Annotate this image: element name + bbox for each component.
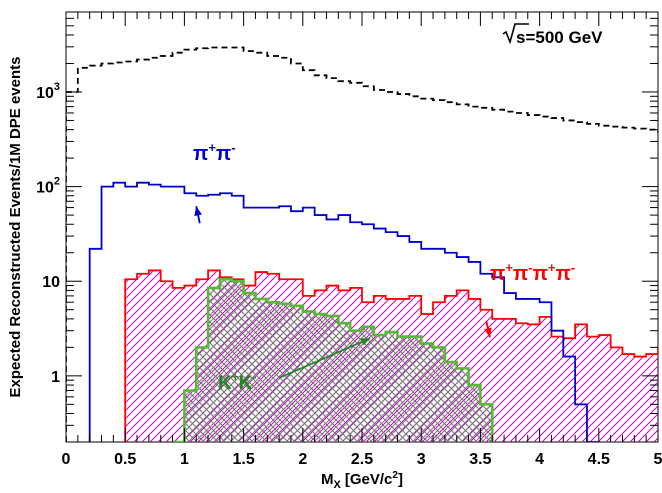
x-axis-title-units-sup: 2 xyxy=(392,470,398,481)
axes-layer: 0 0.5 1 1.5 2 2.5 3 3.5 4 4.5 5 1 10 102 103 xyxy=(36,11,662,468)
x-tick-label: 2.5 xyxy=(351,451,373,468)
x-tick-label: 2 xyxy=(298,451,307,468)
series-layer xyxy=(66,46,658,442)
x-tick-label: 4 xyxy=(535,451,544,468)
series-3-fill xyxy=(172,279,493,442)
x-tick-label: 0.5 xyxy=(114,451,136,468)
label-pipipipi: π+π-π+π- xyxy=(490,260,575,285)
svg-text:s=500 GeV: s=500 GeV xyxy=(516,28,603,47)
x-tick-label: 3.5 xyxy=(469,451,491,468)
sqrt-sign xyxy=(502,23,529,45)
y-tick-label: 1 xyxy=(51,369,60,386)
y-axis-title: Expected Reconstructed Events/1M DPE eve… xyxy=(7,57,24,398)
x-axis-title-sub: X xyxy=(334,479,342,491)
x-tick-label: 4.5 xyxy=(588,451,610,468)
x-tick-label: 1 xyxy=(180,451,189,468)
annotation-layer: π+π- π+π-π+π- K+K- xyxy=(193,140,575,394)
label-pipi: π+π- xyxy=(193,140,236,165)
arrowhead-kk xyxy=(360,338,371,346)
series-3-line xyxy=(172,277,494,442)
energy-label: s=500 GeV xyxy=(502,23,603,47)
series-1-line xyxy=(88,181,599,442)
arrowhead-pipi xyxy=(194,206,202,217)
arrowhead-pipipipi xyxy=(484,327,492,338)
energy-label-root: s xyxy=(516,28,525,47)
label-kk: K+K- xyxy=(218,370,256,394)
x-axis-title: MX [GeV/c2] xyxy=(321,470,403,491)
y-tick-label: 10 xyxy=(42,274,60,291)
x-axis-title-units-end: ] xyxy=(398,471,403,488)
x-tick-label: 0 xyxy=(62,451,71,468)
y-tick-label: 102 xyxy=(36,176,60,197)
y-tick-label: 103 xyxy=(36,81,60,102)
x-tick-label: 1.5 xyxy=(232,451,254,468)
arrow-kk xyxy=(278,337,371,379)
x-axis-title-units: [GeV/c xyxy=(345,471,393,488)
x-tick-label: 3 xyxy=(417,451,426,468)
series-0-line xyxy=(66,46,658,442)
x-tick-label: 5 xyxy=(654,451,662,468)
energy-label-text: =500 GeV xyxy=(525,28,603,47)
